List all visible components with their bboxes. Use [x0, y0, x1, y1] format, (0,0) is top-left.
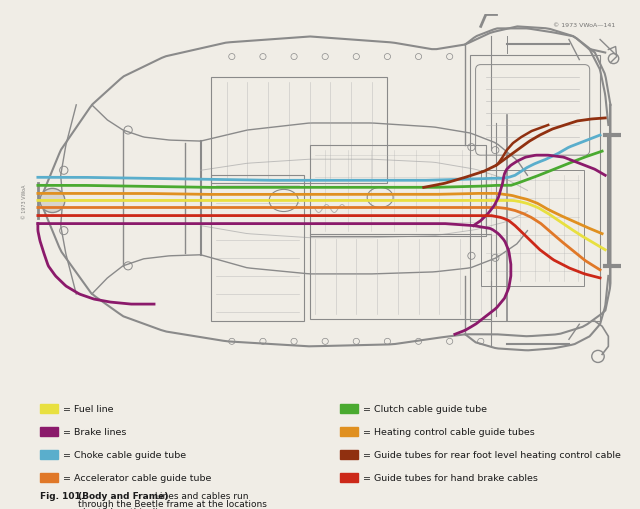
Text: © 1973 VWoA—141: © 1973 VWoA—141 — [554, 23, 616, 29]
Text: = Guide tubes for rear foot level heating control cable: = Guide tubes for rear foot level heatin… — [363, 450, 621, 460]
Bar — [481, 171, 584, 287]
Text: = Choke cable guide tube: = Choke cable guide tube — [63, 450, 186, 460]
Text: through the Beetle frame at the locations: through the Beetle frame at the location… — [78, 499, 267, 508]
Text: = Clutch cable guide tube: = Clutch cable guide tube — [363, 404, 487, 413]
Text: = Guide tubes for hand brake cables: = Guide tubes for hand brake cables — [363, 473, 538, 483]
Text: © 1973 VWoA: © 1973 VWoA — [22, 184, 27, 218]
Text: Fig. 101.: Fig. 101. — [40, 491, 84, 500]
Bar — [211, 176, 305, 322]
Text: Lines and cables run: Lines and cables run — [152, 491, 248, 500]
Bar — [40, 427, 58, 436]
Bar — [211, 77, 387, 184]
Bar — [340, 404, 358, 413]
Text: = Heating control cable guide tubes: = Heating control cable guide tubes — [363, 428, 535, 436]
Circle shape — [40, 189, 65, 213]
Text: charted on this diagram.: charted on this diagram. — [78, 507, 190, 509]
Bar — [340, 450, 358, 459]
Bar — [310, 234, 491, 320]
Bar — [40, 404, 58, 413]
Bar — [40, 450, 58, 459]
Bar — [470, 55, 600, 322]
Text: = Fuel line: = Fuel line — [63, 404, 113, 413]
Text: = Accelerator cable guide tube: = Accelerator cable guide tube — [63, 473, 211, 483]
Bar — [340, 427, 358, 436]
Bar — [340, 473, 358, 482]
Bar — [310, 146, 486, 236]
Text: = Brake lines: = Brake lines — [63, 428, 126, 436]
Text: (Body and Frame): (Body and Frame) — [78, 491, 168, 500]
Bar — [40, 473, 58, 482]
